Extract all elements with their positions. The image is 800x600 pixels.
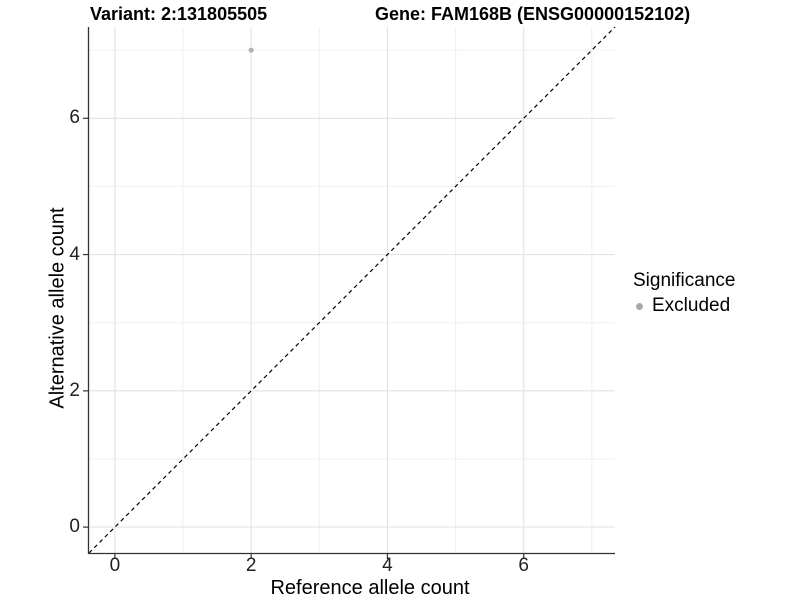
x-tick-label: 0 (109, 555, 121, 576)
legend: Significance Excluded (629, 269, 735, 317)
y-tick-label: 4 (69, 243, 80, 265)
x-tick-label: 4 (382, 555, 393, 576)
legend-item-label: Excluded (652, 295, 731, 316)
plot-title-gene: Gene: FAM168B (ENSG00000152102) (375, 4, 691, 24)
identity-line (88, 26, 616, 554)
y-tick-label: 6 (69, 107, 80, 129)
plot-title-variant: Variant: 2:131805505 (90, 4, 268, 24)
excluded-point-icon (636, 302, 643, 310)
y-tick-label: 2 (69, 379, 80, 401)
y-axis-title: Alternative allele count (46, 207, 69, 409)
x-axis-title: Reference allele count (270, 577, 470, 599)
x-tick-label: 2 (245, 555, 257, 576)
legend-title: Significance (633, 270, 736, 291)
data-point (248, 47, 254, 53)
x-tick-label: 6 (518, 555, 529, 576)
legend-item-excluded: Excluded (629, 295, 735, 317)
y-tick-label: 0 (69, 516, 80, 538)
